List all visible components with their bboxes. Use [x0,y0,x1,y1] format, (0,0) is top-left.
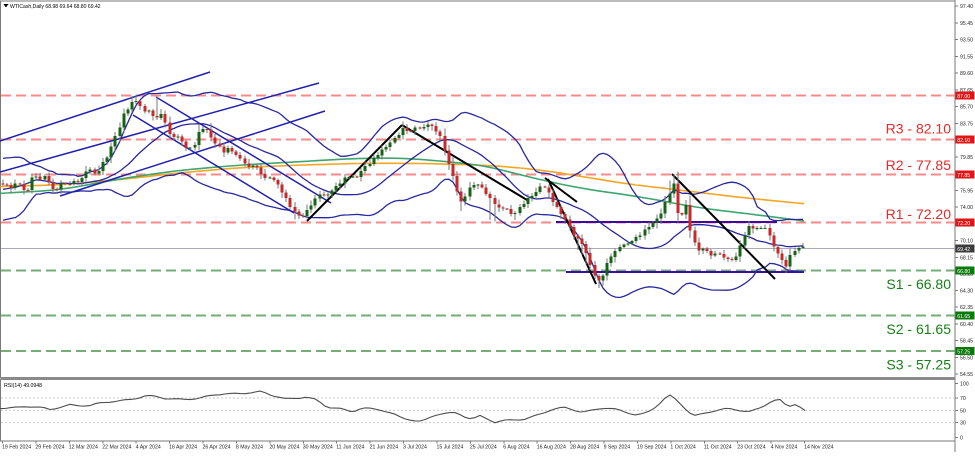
svg-text:54.55: 54.55 [960,372,973,378]
svg-text:WTICash,Daily 68.98 69.64 68.: WTICash,Daily 68.98 69.64 68.80 69.42 [10,4,101,10]
svg-text:61.65: 61.65 [957,314,970,320]
svg-text:91.55: 91.55 [960,54,973,60]
svg-text:74.00: 74.00 [960,205,973,211]
svg-text:50: 50 [960,408,966,414]
svg-text:68.15: 68.15 [960,255,973,261]
svg-text:58.45: 58.45 [960,339,973,345]
svg-text:S1 - 66.80: S1 - 66.80 [886,276,951,292]
svg-text:16 Apr 2024: 16 Apr 2024 [169,445,197,451]
svg-text:1 Oct 2024: 1 Oct 2024 [670,445,695,451]
svg-text:30: 30 [960,421,966,427]
svg-text:79.85: 79.85 [960,155,973,161]
svg-text:83.75: 83.75 [960,121,973,127]
svg-text:95.45: 95.45 [960,21,973,27]
svg-text:RSI(14) 49.0948: RSI(14) 49.0948 [4,383,42,389]
svg-text:60.40: 60.40 [960,322,973,328]
svg-text:16 Aug 2024: 16 Aug 2024 [537,445,566,451]
svg-text:15 Jul 2024: 15 Jul 2024 [437,445,464,451]
svg-text:64.30: 64.30 [960,289,973,295]
svg-text:93.50: 93.50 [960,38,973,44]
svg-text:77.85: 77.85 [957,173,970,179]
svg-text:56.50: 56.50 [960,356,973,362]
svg-text:20 May 2024: 20 May 2024 [269,445,299,451]
svg-text:0: 0 [960,436,963,442]
svg-text:4 Nov 2024: 4 Nov 2024 [771,445,798,451]
svg-text:70: 70 [960,396,966,402]
svg-text:S2 - 61.65: S2 - 61.65 [886,321,951,337]
svg-text:22 Mar 2024: 22 Mar 2024 [102,445,131,451]
svg-text:19 Sep 2024: 19 Sep 2024 [637,445,667,451]
svg-text:4 Apr 2024: 4 Apr 2024 [136,445,161,451]
svg-text:6 Aug 2024: 6 Aug 2024 [503,445,529,451]
svg-text:R3 - 82.10: R3 - 82.10 [886,121,952,137]
svg-text:72.20: 72.20 [957,221,970,227]
svg-text:87.65: 87.65 [960,88,973,94]
svg-text:100: 100 [960,382,969,388]
svg-text:66.20: 66.20 [960,272,973,278]
svg-text:75.95: 75.95 [960,188,973,194]
svg-text:30 May 2024: 30 May 2024 [303,445,333,451]
svg-text:R2 - 77.85: R2 - 77.85 [886,157,952,173]
svg-text:85.70: 85.70 [960,105,973,111]
svg-text:9 Sep 2024: 9 Sep 2024 [604,445,631,451]
svg-text:29 Feb 2024: 29 Feb 2024 [35,445,64,451]
svg-text:70.10: 70.10 [960,239,973,245]
svg-text:14 Nov 2024: 14 Nov 2024 [804,445,834,451]
svg-text:8 May 2024: 8 May 2024 [236,445,263,451]
svg-text:57.25: 57.25 [957,349,970,355]
svg-text:21 Jun 2024: 21 Jun 2024 [370,445,399,451]
svg-text:28 Aug 2024: 28 Aug 2024 [570,445,599,451]
svg-text:66.80: 66.80 [957,269,970,275]
svg-text:25 Jul 2024: 25 Jul 2024 [470,445,497,451]
svg-text:3 Jul 2024: 3 Jul 2024 [403,445,427,451]
svg-text:R1 - 72.20: R1 - 72.20 [886,206,952,222]
svg-text:89.60: 89.60 [960,71,973,77]
svg-text:23 Oct 2024: 23 Oct 2024 [737,445,765,451]
svg-text:26 Apr 2024: 26 Apr 2024 [203,445,231,451]
svg-text:62.35: 62.35 [960,305,973,311]
svg-text:S3 - 57.25: S3 - 57.25 [886,357,951,373]
svg-text:69.42: 69.42 [957,247,970,253]
svg-text:97.40: 97.40 [960,4,973,10]
svg-text:87.00: 87.00 [957,94,970,100]
svg-text:11 Jun 2024: 11 Jun 2024 [336,445,364,451]
svg-text:11 Oct 2024: 11 Oct 2024 [704,445,732,451]
svg-text:19 Feb 2024: 19 Feb 2024 [2,445,31,451]
svg-text:12 Mar 2024: 12 Mar 2024 [69,445,98,451]
svg-text:82.10: 82.10 [957,138,970,144]
